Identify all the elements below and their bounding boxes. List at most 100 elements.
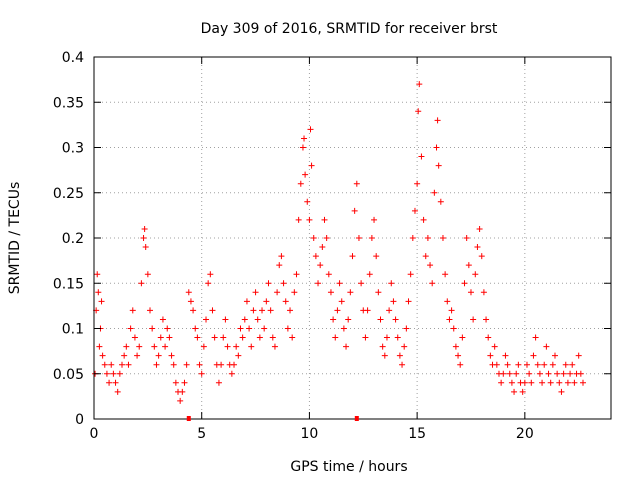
- data-point: [355, 235, 362, 241]
- data-point: [183, 361, 190, 368]
- data-point: [207, 271, 214, 278]
- data-point: [254, 316, 261, 323]
- data-point: [317, 262, 324, 269]
- data-point: [347, 289, 354, 296]
- chart-title: Day 309 of 2016, SRMTID for receiver brs…: [201, 21, 498, 37]
- data-point: [291, 289, 298, 296]
- data-point: [94, 271, 101, 278]
- data-point: [127, 325, 134, 332]
- data-point: [459, 334, 466, 341]
- x-tick-label: 20: [516, 426, 534, 442]
- data-point: [511, 388, 518, 395]
- data-point: [269, 334, 276, 341]
- data-point: [96, 343, 103, 350]
- y-tick-label: 0.1: [62, 322, 84, 338]
- data-point: [218, 361, 225, 368]
- data-point: [345, 316, 352, 323]
- data-point: [99, 352, 106, 359]
- data-point: [461, 280, 468, 287]
- data-point: [284, 325, 291, 332]
- data-point: [179, 388, 186, 395]
- data-point: [304, 198, 311, 205]
- data-point: [267, 307, 274, 314]
- data-point: [429, 280, 436, 287]
- data-point: [250, 307, 257, 314]
- data-point: [164, 325, 171, 332]
- data-point: [439, 235, 446, 241]
- data-point: [399, 361, 406, 368]
- y-tick-label: 0.35: [53, 95, 84, 111]
- data-point: [248, 343, 255, 350]
- x-tick-label: 10: [301, 426, 319, 442]
- data-point: [386, 307, 393, 314]
- data-point: [325, 271, 332, 278]
- data-point: [308, 162, 315, 169]
- data-point: [235, 352, 242, 359]
- data-point: [427, 262, 434, 269]
- data-point: [168, 352, 175, 359]
- x-tick-label: 5: [197, 426, 206, 442]
- data-point: [433, 144, 440, 151]
- data-point: [149, 325, 156, 332]
- data-point: [536, 370, 543, 377]
- data-point: [151, 343, 158, 350]
- data-point: [392, 316, 399, 323]
- data-point: [556, 379, 563, 386]
- data-point: [332, 334, 339, 341]
- data-point: [224, 343, 231, 350]
- data-point: [472, 271, 479, 278]
- data-point: [545, 370, 552, 377]
- data-point: [302, 171, 309, 178]
- data-point: [196, 361, 203, 368]
- data-point: [575, 352, 582, 359]
- data-point: [123, 343, 130, 350]
- data-point: [276, 262, 283, 269]
- data-point: [498, 379, 505, 386]
- data-point: [190, 307, 197, 314]
- grid-layer: [94, 57, 611, 419]
- data-point: [106, 379, 113, 386]
- data-point: [114, 388, 121, 395]
- data-point: [246, 325, 253, 332]
- data-point: [198, 370, 205, 377]
- data-point: [405, 298, 412, 305]
- data-point: [526, 370, 533, 377]
- y-tick-label: 0.4: [62, 50, 84, 66]
- data-point: [297, 180, 304, 187]
- data-point: [144, 271, 151, 278]
- data-point: [480, 289, 487, 296]
- data-point: [476, 225, 483, 232]
- data-point: [567, 370, 574, 377]
- data-point: [138, 280, 145, 287]
- data-point: [541, 361, 548, 368]
- data-point: [321, 216, 328, 223]
- data-point: [185, 289, 192, 296]
- data-point: [465, 262, 472, 269]
- data-point: [108, 361, 115, 368]
- data-point: [215, 379, 222, 386]
- data-point: [377, 316, 384, 323]
- data-point: [409, 235, 416, 241]
- data-point: [170, 361, 177, 368]
- x-tick-label: 0: [90, 426, 99, 442]
- data-point: [558, 388, 565, 395]
- data-point: [564, 379, 571, 386]
- data-point: [366, 271, 373, 278]
- data-point: [353, 180, 360, 187]
- data-point: [424, 235, 431, 241]
- data-point: [543, 343, 550, 350]
- data-point: [554, 370, 561, 377]
- data-point: [259, 307, 266, 314]
- data-point: [416, 81, 423, 88]
- data-point: [448, 307, 455, 314]
- data-point: [577, 370, 584, 377]
- data-point: [401, 343, 408, 350]
- y-tick-label: 0.2: [62, 231, 84, 247]
- data-point: [500, 370, 507, 377]
- data-point: [420, 216, 427, 223]
- data-point: [233, 343, 240, 350]
- x-tick-label: 15: [408, 426, 426, 442]
- data-point: [414, 180, 421, 187]
- data-point: [140, 235, 147, 241]
- data-point: [388, 280, 395, 287]
